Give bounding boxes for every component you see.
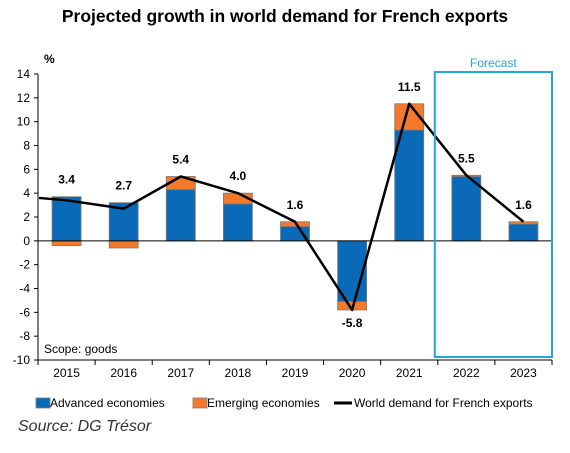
legend-swatch-advanced <box>35 397 51 409</box>
y-tick-label: 0 <box>23 234 30 248</box>
y-tick-label: -10 <box>13 353 31 367</box>
forecast-box <box>433 71 553 358</box>
x-tick-label: 2015 <box>53 366 80 380</box>
legend-swatch-emerging <box>192 397 208 409</box>
legend-label-advanced: Advanced economies <box>50 396 165 410</box>
legend: Advanced economies Emerging economies Worl… <box>35 396 533 410</box>
bar-advanced-2020 <box>337 240 368 303</box>
y-tick-label: 8 <box>23 139 30 153</box>
data-label-2020: -5.8 <box>342 316 363 330</box>
data-label-2016: 2.7 <box>115 179 132 193</box>
y-tick-label: 10 <box>17 115 31 129</box>
x-tick-label: 2020 <box>339 366 366 380</box>
y-tick-label: -4 <box>19 282 30 296</box>
y-tick-label: -8 <box>19 329 30 343</box>
source-note: Source: DG Trésor <box>18 418 152 435</box>
bar-emerging-2016 <box>108 240 139 249</box>
x-tick-label: 2018 <box>225 366 252 380</box>
y-axis-unit: % <box>44 52 55 66</box>
data-label-2022: 5.5 <box>458 151 475 165</box>
bar-advanced-2023 <box>508 223 539 242</box>
x-tick-label: 2021 <box>396 366 423 380</box>
x-tick-label: 2022 <box>453 366 480 380</box>
forecast-layer: Forecast <box>433 56 553 358</box>
bar-advanced-2022 <box>451 176 482 242</box>
y-tick-label: 6 <box>23 162 30 176</box>
y-tick-label: 12 <box>17 91 31 105</box>
x-tick-label: 2023 <box>510 366 537 380</box>
bars-layer <box>51 103 539 311</box>
scope-annotation: Scope: goods <box>44 342 117 356</box>
series-line-world-demand <box>38 102 525 312</box>
y-tick-label: 4 <box>23 186 30 200</box>
labels-layer: 3.4 2.7 5.4 4.0 1.6 -5.8 11.5 5.5 1.6 Scope: good… <box>44 80 532 356</box>
legend-label-world: World demand for French exports <box>354 396 533 410</box>
data-label-2017: 5.4 <box>172 152 189 166</box>
x-tick-label: 2017 <box>167 366 194 380</box>
bar-advanced-2018 <box>222 203 253 242</box>
data-label-2018: 4.0 <box>230 169 247 183</box>
y-tick-label: -6 <box>19 305 30 319</box>
line-layer <box>38 102 525 312</box>
data-label-2023: 1.6 <box>515 198 532 212</box>
bar-advanced-2015 <box>51 196 82 242</box>
data-label-2015: 3.4 <box>58 173 75 187</box>
chart-title: Projected growth in world demand for Fre… <box>61 6 509 26</box>
bar-emerging-2023 <box>508 221 539 225</box>
bar-emerging-2015 <box>51 240 82 246</box>
x-tick-label: 2019 <box>282 366 309 380</box>
legend-label-emerging: Emerging economies <box>207 396 320 410</box>
bar-advanced-2021 <box>394 129 425 242</box>
y-tick-label: 2 <box>23 210 30 224</box>
bar-advanced-2017 <box>165 189 196 242</box>
data-label-2021: 11.5 <box>398 80 421 94</box>
forecast-label: Forecast <box>470 56 517 70</box>
y-tick-label: -2 <box>19 258 30 272</box>
data-label-2019: 1.6 <box>287 198 304 212</box>
y-tick-label: 14 <box>17 67 31 81</box>
axes-layer: -10 -8 -6 -4 -2 0 2 4 6 8 10 12 14% 2015 2016 2017 2018 2… <box>13 52 553 380</box>
x-tick-label: 2016 <box>110 366 137 380</box>
